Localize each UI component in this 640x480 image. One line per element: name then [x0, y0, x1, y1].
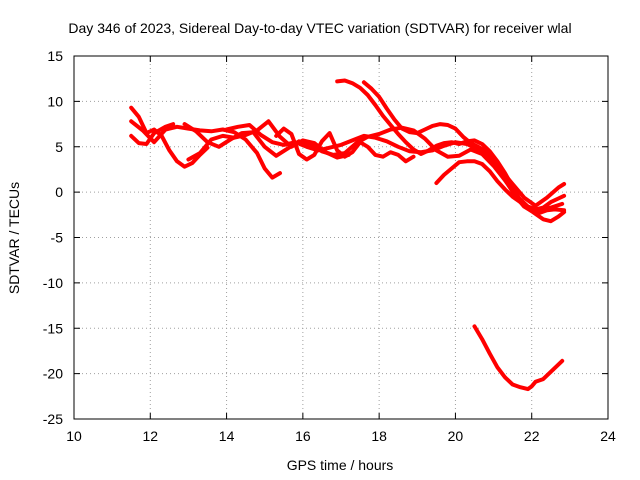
y-tick-label: 0: [55, 184, 63, 200]
x-tick-label: 14: [219, 428, 235, 444]
x-tick-label: 10: [66, 428, 82, 444]
x-tick-label: 24: [600, 428, 616, 444]
y-tick-label: -20: [43, 366, 63, 382]
tick-labels: 10 12 14 16 18 20 22 24 -25 -20 -15 -10 -5 0 5 10 15: [43, 48, 616, 444]
x-axis-label: GPS time / hours: [287, 457, 394, 473]
x-tick-label: 20: [448, 428, 464, 444]
y-tick-label: 10: [47, 93, 63, 109]
x-tick-label: 22: [524, 428, 540, 444]
y-tick-label: -15: [43, 320, 63, 336]
series-line-track-3: [129, 122, 176, 146]
series-line-track-9: [361, 80, 567, 215]
x-tick-label: 18: [371, 428, 387, 444]
y-tick-label: -10: [43, 275, 63, 291]
series-line-track-2: [129, 119, 282, 180]
y-tick-label: -5: [51, 230, 64, 246]
y-tick-label: 15: [47, 48, 63, 64]
y-axis-label: SDTVAR / TECUs: [6, 182, 22, 294]
series-line-track-1: [129, 105, 210, 169]
chart-title: Day 346 of 2023, Sidereal Day-to-day VTE…: [68, 20, 571, 36]
series-line-track-11: [472, 324, 565, 392]
y-tick-label: 5: [55, 139, 63, 155]
axis-ticks: [73, 55, 609, 420]
data-series-group: [129, 78, 567, 392]
series-line-track-7: [274, 126, 416, 164]
x-tick-label: 16: [295, 428, 311, 444]
series-line-track-10: [434, 159, 567, 212]
y-tick-label: -25: [43, 411, 63, 427]
x-tick-label: 12: [142, 428, 158, 444]
